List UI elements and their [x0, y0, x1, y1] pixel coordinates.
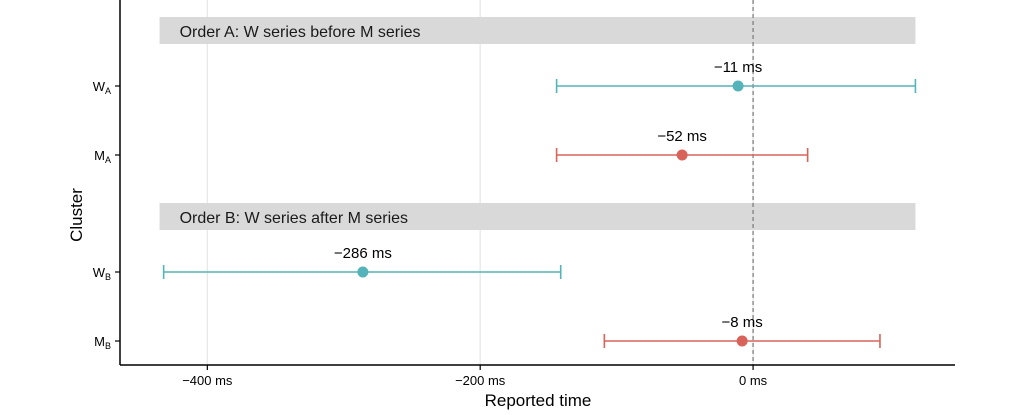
y-tick-main: M [94, 334, 105, 349]
error-bar-WB: −286 ms [162, 245, 562, 279]
estimate-label: −286 ms [334, 245, 392, 262]
point-estimate [732, 80, 744, 92]
point-estimate [357, 266, 369, 278]
y-tick-subscript: A [105, 155, 111, 165]
y-tick-label: WB [93, 265, 111, 282]
axes [119, 0, 955, 366]
y-tick-label: MA [94, 148, 111, 165]
x-tick-label: −400 ms [182, 373, 233, 388]
error-bar-WA: −11 ms [555, 59, 917, 93]
x-ticks: −400 ms −200 ms 0 ms [182, 365, 768, 388]
y-tick-subscript: B [105, 272, 111, 282]
y-tick-main: M [94, 148, 105, 163]
estimate-label: −8 ms [722, 314, 763, 331]
panel-strip-label: Order B: W series after M series [180, 210, 409, 227]
point-estimate [676, 149, 688, 161]
y-tick-main: W [93, 265, 106, 280]
y-axis-title: Cluster [67, 188, 86, 242]
error-bars: −11 ms −52 ms −286 ms −8 ms [162, 59, 917, 348]
y-tick-label: MB [94, 334, 111, 351]
estimate-label: −11 ms [714, 59, 763, 76]
panel-strip [159, 17, 916, 44]
x-tick-label: −200 ms [455, 373, 506, 388]
estimate-label: −52 ms [657, 128, 707, 145]
y-tick-subscript: A [105, 86, 111, 96]
y-tick-label: WA [93, 79, 111, 96]
x-tick-label: 0 ms [739, 373, 768, 388]
point-estimate [736, 335, 748, 347]
y-tick-main: W [93, 79, 106, 94]
y-tick-subscript: B [105, 341, 111, 351]
x-axis-title: Reported time [485, 391, 592, 410]
panel-strip-label: Order A: W series before M series [180, 24, 421, 41]
panel-strips: Order A: W series before M series Order B… [159, 17, 916, 230]
error-bar-MA: −52 ms [555, 128, 809, 162]
panel-strip [159, 203, 916, 230]
grid-lines [206, 0, 754, 365]
error-bar-MB: −8 ms [603, 314, 881, 348]
